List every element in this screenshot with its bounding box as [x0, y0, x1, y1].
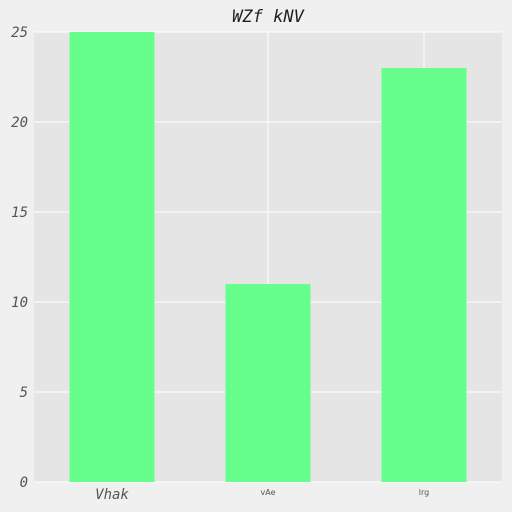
chart-title: WZf kNV [232, 7, 304, 27]
bar-vae [225, 284, 311, 482]
x-tick-label: lrg [419, 488, 429, 497]
y-tick-label: 5 [20, 385, 28, 401]
y-axis-ticks: 0 5 10 15 20 25 [11, 25, 28, 491]
bar-lrg [381, 68, 467, 482]
x-tick-label: Vhak [95, 487, 129, 503]
x-axis-ticks: Vhak vAe lrg [95, 487, 429, 503]
y-tick-label: 0 [20, 475, 28, 491]
y-tick-label: 10 [11, 295, 28, 311]
x-tick-label: vAe [261, 488, 276, 497]
y-tick-label: 25 [11, 25, 28, 41]
y-tick-label: 20 [11, 115, 28, 131]
y-tick-label: 15 [11, 205, 28, 221]
bar-vhak [69, 32, 155, 482]
bars [69, 32, 467, 482]
